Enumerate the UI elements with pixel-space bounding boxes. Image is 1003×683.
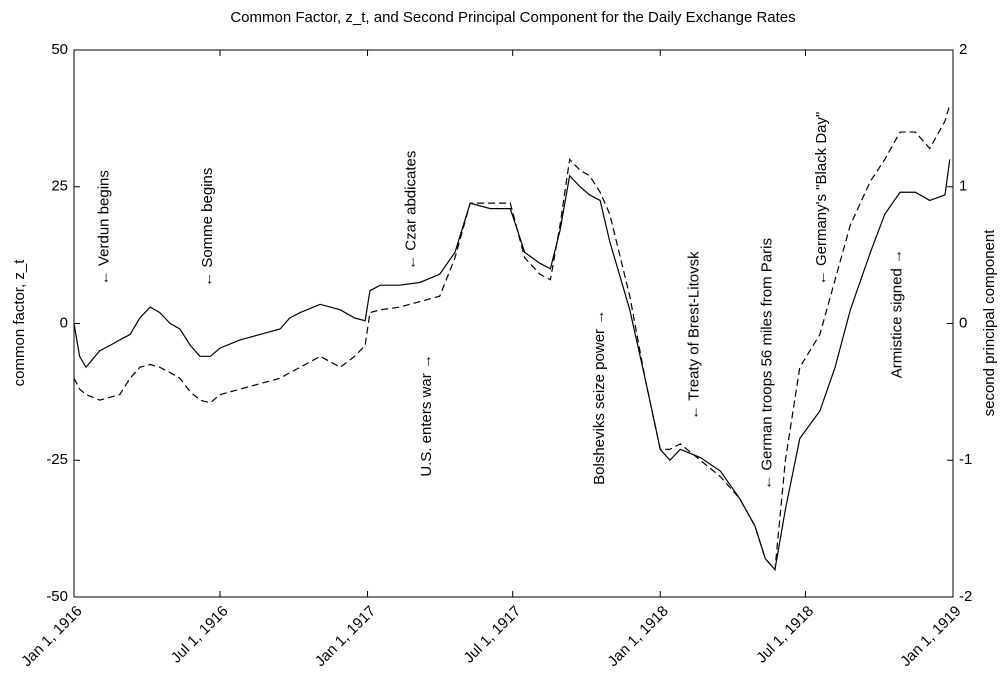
- y2-tick-label: -2: [959, 588, 972, 605]
- y2-tick-label: -1: [959, 451, 972, 468]
- annotation: Bolsheviks seize power →: [591, 310, 608, 485]
- y2-tick-label: 0: [959, 314, 967, 331]
- x-tick-label: Jul 1, 1916: [168, 603, 232, 667]
- annotation: ← Czar abdicates: [403, 151, 420, 270]
- y-tick-label: 50: [51, 41, 68, 58]
- annotation: ← Germany's "Black Day": [813, 112, 830, 286]
- y-tick-label: 0: [60, 314, 68, 331]
- y-axis-label: common factor, z_t: [11, 259, 28, 387]
- y-tick-label: 25: [51, 178, 68, 195]
- chart-title: Common Factor, z_t, and Second Principal…: [230, 9, 795, 26]
- x-tick-label: Jan 1, 1918: [604, 603, 671, 670]
- data-line: [73, 104, 951, 572]
- x-tick-label: Jan 1, 1919: [897, 603, 964, 670]
- data-line: [73, 159, 951, 571]
- y2-axis-label: second principal component: [981, 229, 998, 417]
- annotation: Armistice signed →: [889, 249, 906, 378]
- annotation: ← Verdun begins: [95, 170, 112, 285]
- x-tick-label: Jan 1, 1916: [18, 603, 85, 670]
- y2-tick-label: 1: [959, 178, 967, 195]
- annotation: ← Somme begins: [199, 168, 216, 287]
- annotation: ← German troops 56 miles from Paris: [759, 238, 776, 490]
- x-tick-label: Jul 1, 1918: [753, 603, 817, 667]
- y-tick-label: -50: [46, 588, 68, 605]
- x-tick-label: Jul 1, 1917: [460, 603, 524, 667]
- x-tick-label: Jan 1, 1917: [312, 603, 379, 670]
- annotation: ← Treaty of Brest-Litovsk: [686, 251, 703, 420]
- y2-tick-label: 2: [959, 41, 967, 58]
- y-tick-label: -25: [46, 451, 68, 468]
- annotation: U.S. enters war →: [418, 354, 435, 477]
